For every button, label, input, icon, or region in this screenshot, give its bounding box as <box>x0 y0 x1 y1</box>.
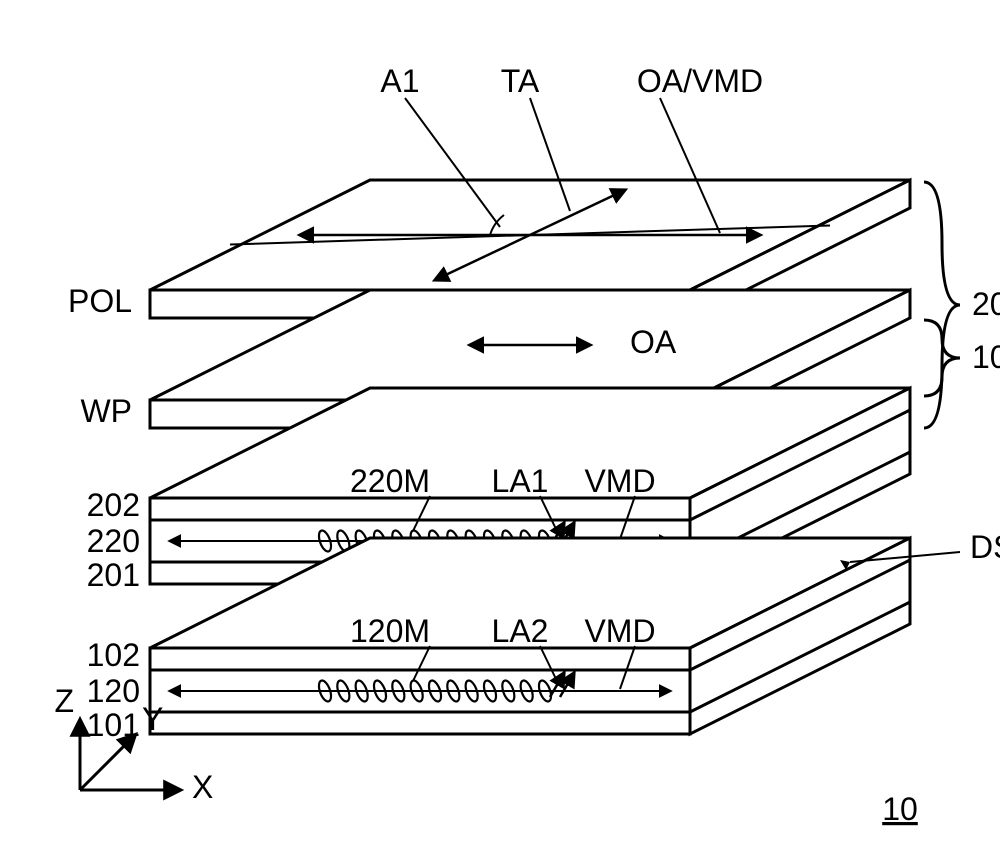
label: TA <box>501 63 540 99</box>
label: OA/VMD <box>637 63 763 99</box>
label: VMD <box>584 613 655 649</box>
label: DS <box>970 529 1000 565</box>
label: 120M <box>350 613 430 649</box>
diagram-canvas: POL A1 TA OA/VMD WP OA 200 202220201 220M LA1 VMD 1… <box>0 0 1000 858</box>
label: POL <box>68 283 132 319</box>
label: LA1 <box>492 463 549 499</box>
label: X <box>192 769 213 805</box>
label: WP <box>80 393 132 429</box>
label: Y <box>142 701 163 737</box>
label: A1 <box>380 63 419 99</box>
label: 220M <box>350 463 430 499</box>
label: 201 <box>87 557 140 593</box>
label: OA <box>630 324 677 360</box>
label: 202 <box>87 487 140 523</box>
label: 120 <box>87 673 140 709</box>
label: LA2 <box>492 613 549 649</box>
label: 100 <box>972 339 1000 375</box>
label: 220 <box>87 523 140 559</box>
diagram-svg: POL A1 TA OA/VMD WP OA 200 202220201 220M LA1 VMD 1… <box>0 0 1000 858</box>
label: VMD <box>584 463 655 499</box>
label: 200 <box>972 286 1000 322</box>
label: 102 <box>87 637 140 673</box>
figure-number: 10 <box>882 791 918 827</box>
label: Z <box>54 683 74 719</box>
